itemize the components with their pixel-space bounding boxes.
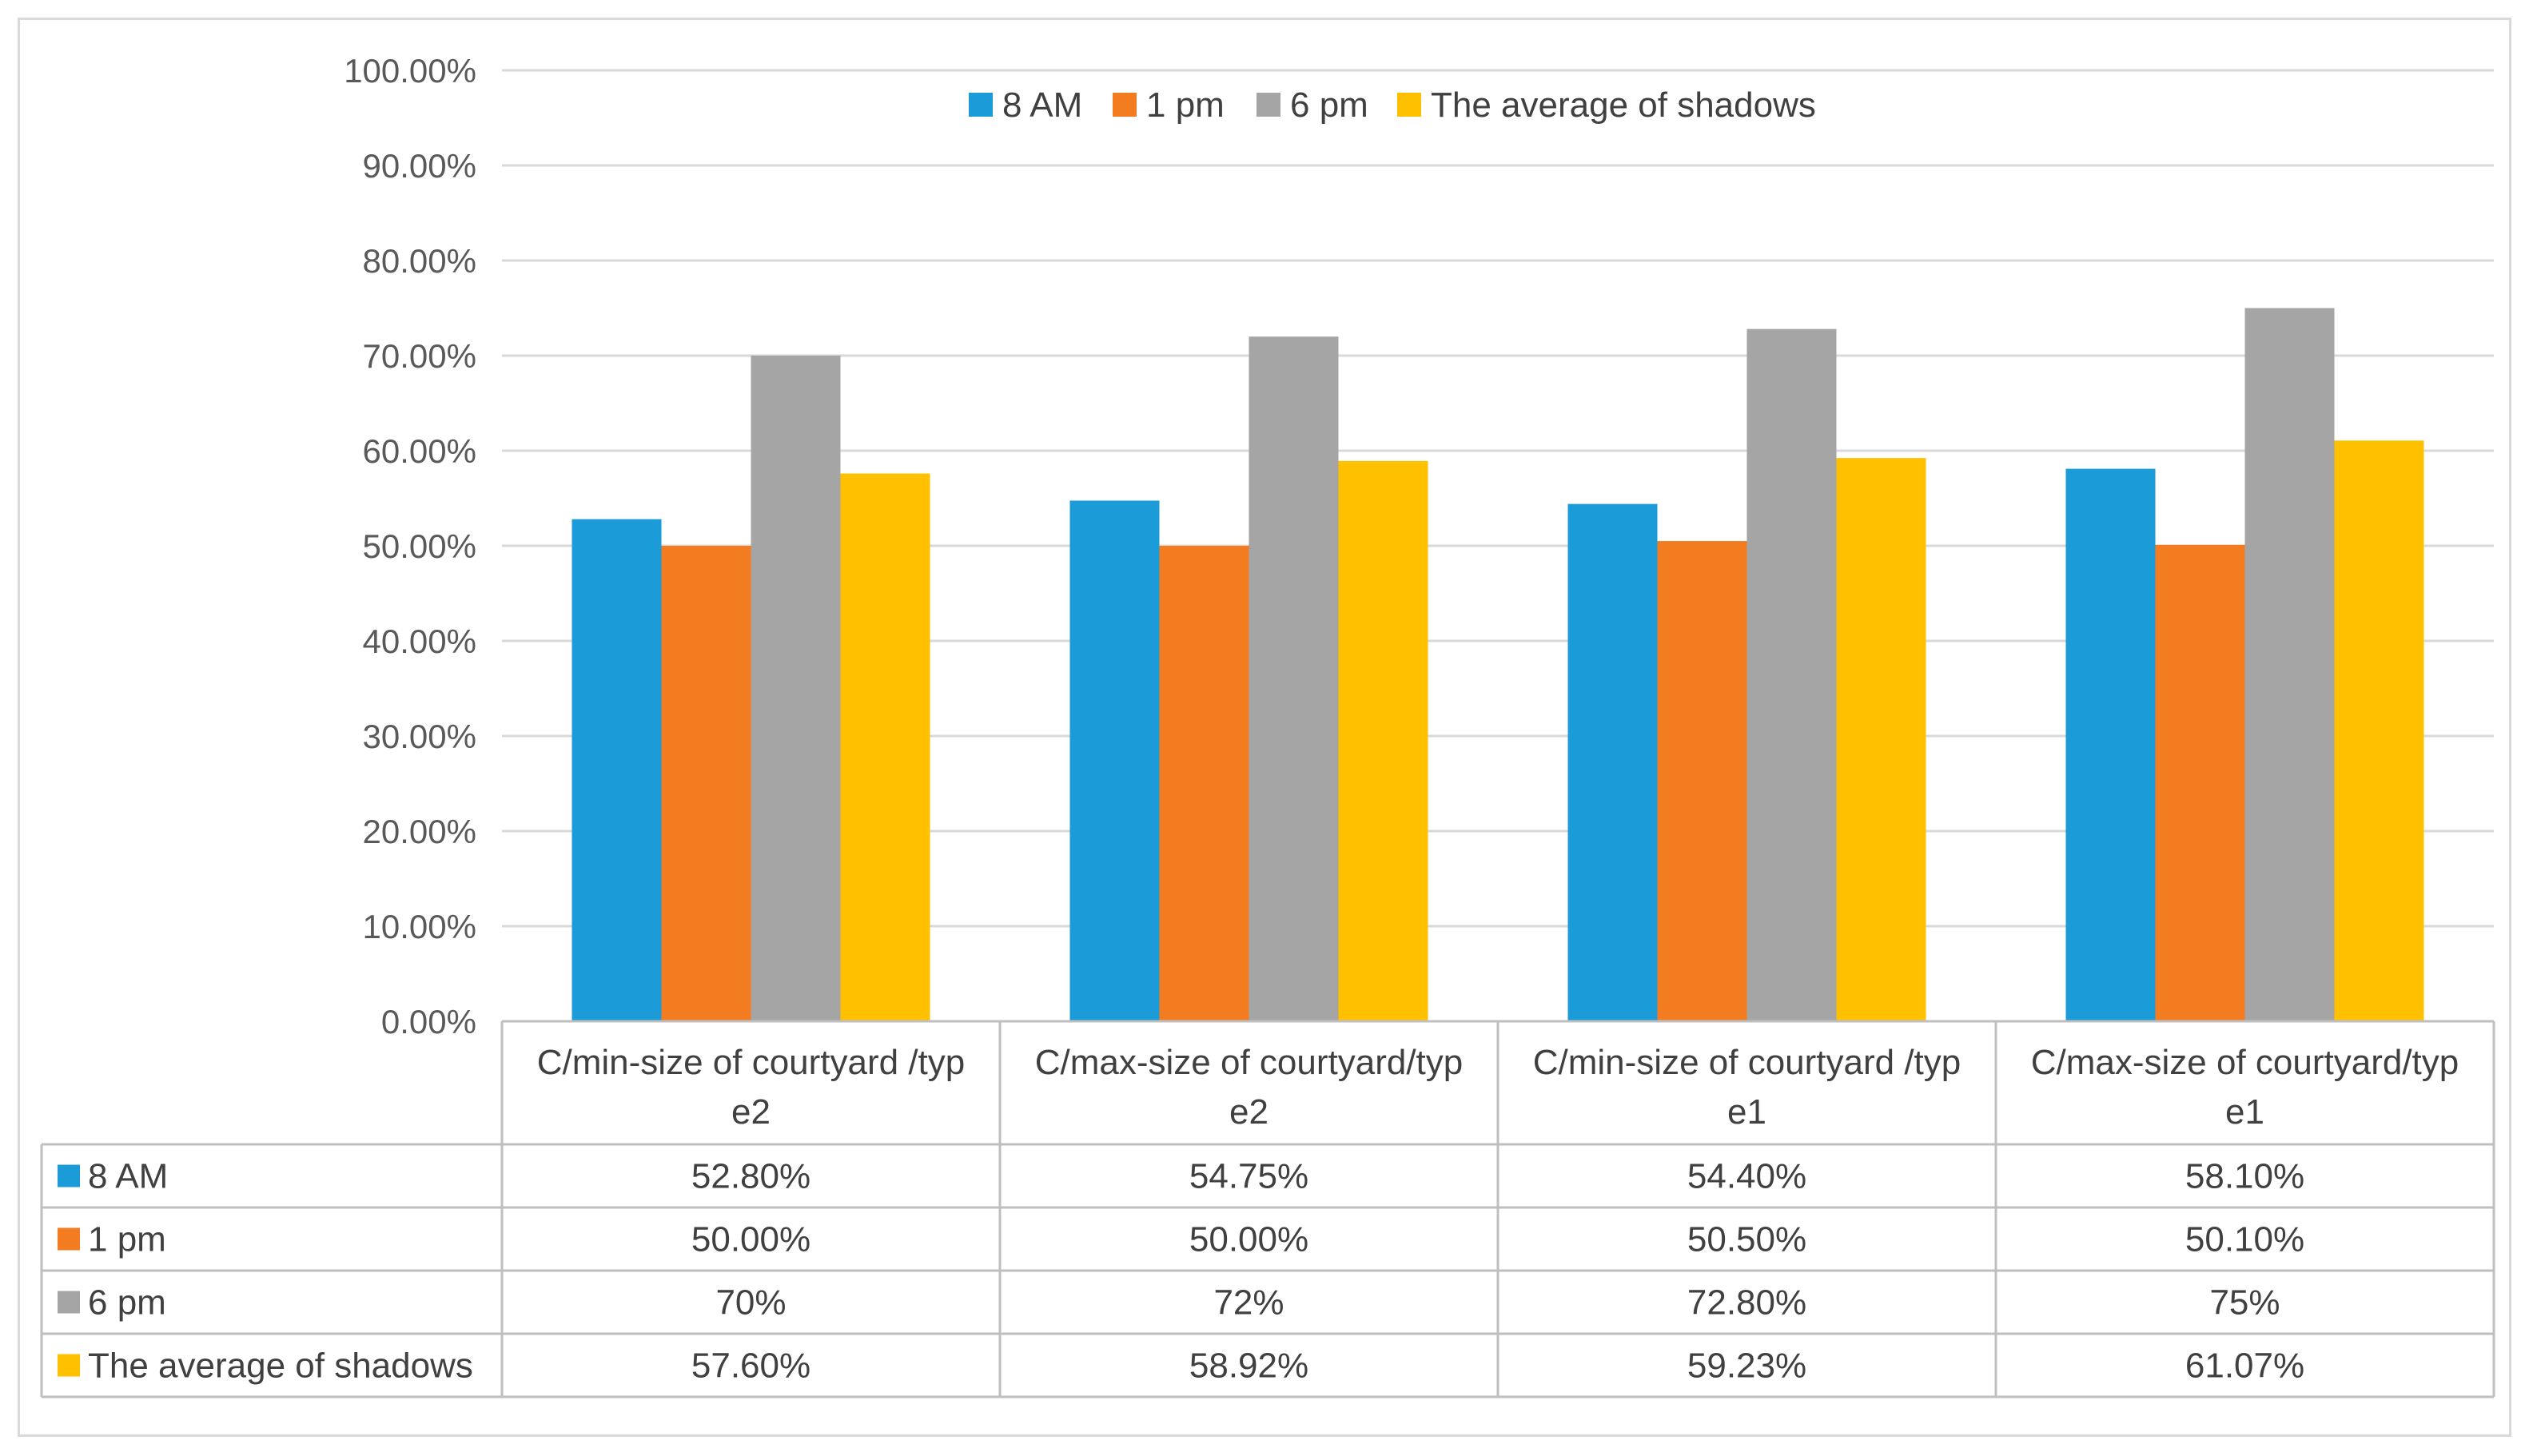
y-tick-label: 80.00% [363,242,476,280]
data-label: 61.07% [2185,1347,2304,1386]
data-label: 72.80% [1687,1283,1806,1323]
bar [1159,546,1249,1021]
data-label: 54.75% [1189,1157,1308,1196]
bar [1249,336,1339,1021]
data-label: 50.10% [2185,1220,2304,1259]
data-label: 54.40% [1687,1157,1806,1196]
bar [1746,328,1837,1021]
bar [1567,503,1658,1021]
table-row-label: 6 pm [88,1283,166,1323]
bar [2334,440,2424,1021]
bar [2244,308,2335,1021]
data-label: 57.60% [691,1347,810,1386]
bar [1657,541,1747,1021]
y-tick-label: 100.00% [344,52,476,90]
data-label: 50.50% [1687,1220,1806,1259]
bar [572,519,662,1021]
data-label: 52.80% [691,1157,810,1196]
category-label: C/max-size of courtyard/typ [1035,1043,1464,1082]
category-label-line2: e2 [731,1092,771,1132]
data-label: 50.00% [691,1220,810,1259]
bar [661,546,751,1021]
legend-swatch [969,93,993,117]
table-legend-swatch [58,1164,80,1187]
legend-swatch [1397,93,1421,117]
bar [840,473,930,1021]
bar [1069,500,1160,1021]
category-label: C/min-size of courtyard /typ [537,1043,966,1082]
legend-swatch [1257,93,1280,117]
y-tick-label: 60.00% [363,432,476,470]
bar [2155,544,2245,1021]
table-legend-swatch [58,1291,80,1314]
y-tick-label: 70.00% [363,337,476,375]
data-label: 72% [1213,1283,1284,1323]
y-tick-label: 10.00% [363,908,476,945]
data-label: 50.00% [1189,1220,1308,1259]
bar [1338,460,1428,1021]
category-label: C/min-size of courtyard /typ [1533,1043,1961,1082]
bar [2065,468,2156,1021]
table-row-label: The average of shadows [88,1347,473,1386]
table-row-label: 8 AM [88,1157,168,1196]
y-tick-label: 40.00% [363,623,476,660]
data-label: 59.23% [1687,1347,1806,1386]
category-label-line2: e2 [1229,1092,1268,1132]
category-label-line2: e1 [1727,1092,1766,1132]
data-label: 58.10% [2185,1157,2304,1196]
y-tick-label: 50.00% [363,527,476,565]
legend-label: 1 pm [1146,86,1225,125]
data-label: 75% [2209,1283,2280,1323]
table-legend-swatch [58,1227,80,1251]
category-label-line2: e1 [2225,1092,2264,1132]
bar [751,356,841,1021]
category-label: C/max-size of courtyard/typ [2031,1043,2459,1082]
legend-label: 8 AM [1002,86,1082,125]
legend-label: The average of shadows [1431,86,1816,125]
y-tick-label: 0.00% [381,1003,476,1040]
table-row-label: 1 pm [88,1220,166,1259]
legend-swatch [1113,93,1137,117]
data-label: 70% [715,1283,786,1323]
legend-label: 6 pm [1290,86,1368,125]
y-tick-label: 30.00% [363,718,476,755]
bar [1836,458,1926,1021]
data-label: 58.92% [1189,1347,1308,1386]
y-tick-label: 90.00% [363,147,476,185]
table-legend-swatch [58,1354,80,1377]
y-tick-label: 20.00% [363,813,476,850]
